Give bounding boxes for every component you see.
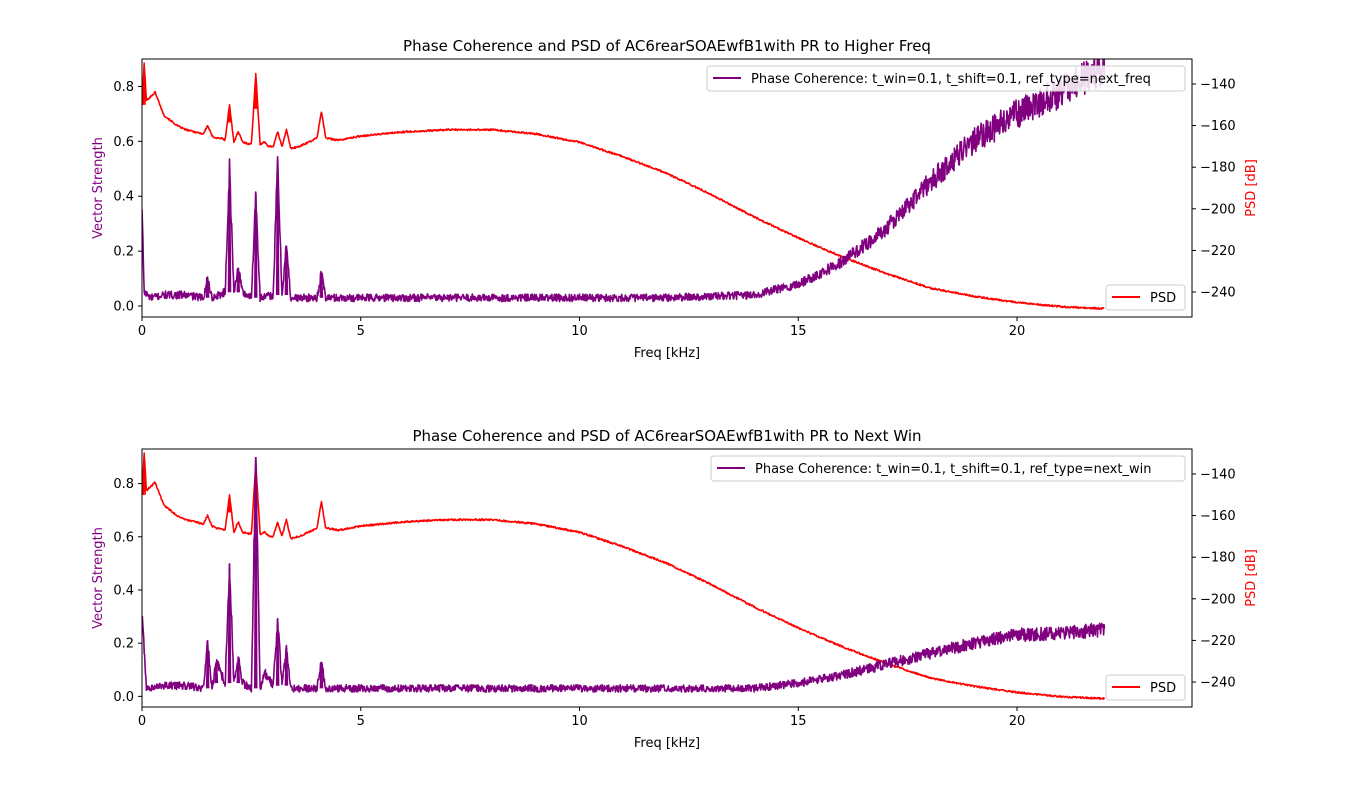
x-tick-label: 15 bbox=[790, 714, 807, 729]
right-tick-label: −220 bbox=[1200, 244, 1236, 259]
coherence-line bbox=[142, 59, 1106, 303]
right-tick-label: −160 bbox=[1200, 119, 1236, 134]
left-axis-label: Vector Strength bbox=[91, 527, 106, 629]
left-tick-label: 0.6 bbox=[113, 135, 134, 150]
subplot-next-win: Phase Coherence and PSD of AC6rearSOAEwf… bbox=[91, 427, 1259, 751]
legend-label-coherence: Phase Coherence: t_win=0.1, t_shift=0.1,… bbox=[755, 462, 1151, 477]
x-tick-label: 0 bbox=[138, 714, 146, 729]
left-tick-label: 0.0 bbox=[113, 300, 134, 315]
right-tick-label: −140 bbox=[1200, 77, 1236, 92]
coherence-line bbox=[142, 458, 1106, 693]
x-tick-label: 20 bbox=[1009, 324, 1026, 339]
left-tick-label: 0.6 bbox=[113, 530, 134, 545]
left-axis-ticks: 0.0 0.2 0.4 0.6 0.8 bbox=[113, 80, 142, 315]
left-tick-label: 0.4 bbox=[113, 190, 134, 205]
left-axis-ticks: 0.0 0.2 0.4 0.6 0.8 bbox=[113, 477, 142, 705]
plot-title: Phase Coherence and PSD of AC6rearSOAEwf… bbox=[403, 37, 931, 55]
left-axis-label: Vector Strength bbox=[91, 137, 106, 239]
x-tick-label: 20 bbox=[1009, 714, 1026, 729]
coherence-series bbox=[142, 59, 1106, 303]
left-tick-label: 0.0 bbox=[113, 690, 134, 705]
x-tick-label: 5 bbox=[357, 714, 365, 729]
legend-label-psd: PSD bbox=[1150, 681, 1176, 696]
left-tick-label: 0.8 bbox=[113, 477, 134, 492]
right-tick-label: −220 bbox=[1200, 634, 1236, 649]
x-tick-label: 10 bbox=[571, 714, 588, 729]
legend-box bbox=[706, 65, 1186, 92]
x-tick-label: 0 bbox=[138, 324, 146, 339]
coherence-peaks bbox=[205, 160, 324, 298]
x-axis-ticks: 0 5 10 15 20 bbox=[138, 707, 1025, 729]
plot-frame bbox=[141, 448, 1193, 708]
x-axis-label: Freq [kHz] bbox=[634, 346, 700, 361]
psd-series bbox=[142, 62, 1105, 310]
right-axis-label: PSD [dB] bbox=[1244, 549, 1259, 607]
coherence-series bbox=[142, 456, 1106, 693]
legend-box bbox=[710, 455, 1186, 482]
plot-title: Phase Coherence and PSD of AC6rearSOAEwf… bbox=[412, 427, 921, 445]
right-axis-ticks: −140 −160 −180 −200 −220 −240 bbox=[1192, 467, 1236, 691]
psd-legend: PSD bbox=[1105, 284, 1186, 311]
x-tick-label: 15 bbox=[790, 324, 807, 339]
coherence-legend: Phase Coherence: t_win=0.1, t_shift=0.1,… bbox=[706, 65, 1186, 92]
x-tick-label: 10 bbox=[571, 324, 588, 339]
right-tick-label: −180 bbox=[1200, 551, 1236, 566]
right-tick-label: −240 bbox=[1200, 676, 1236, 691]
right-axis-label: PSD [dB] bbox=[1244, 159, 1259, 217]
x-axis-ticks: 0 5 10 15 20 bbox=[138, 317, 1025, 339]
legend-box bbox=[1105, 674, 1186, 701]
right-tick-label: −160 bbox=[1200, 509, 1236, 524]
psd-series bbox=[142, 452, 1106, 700]
left-tick-label: 0.2 bbox=[113, 637, 134, 652]
psd-line bbox=[142, 62, 1105, 310]
right-tick-label: −240 bbox=[1200, 286, 1236, 301]
psd-line bbox=[142, 452, 1106, 700]
left-tick-label: 0.4 bbox=[113, 583, 134, 598]
right-tick-label: −200 bbox=[1200, 202, 1236, 217]
legend-box bbox=[1105, 284, 1186, 311]
subplot-higher-freq: Phase Coherence and PSD of AC6rearSOAEwf… bbox=[91, 37, 1259, 361]
left-tick-label: 0.8 bbox=[113, 80, 134, 95]
x-axis-label: Freq [kHz] bbox=[634, 736, 700, 751]
x-tick-label: 5 bbox=[357, 324, 365, 339]
legend-label-coherence: Phase Coherence: t_win=0.1, t_shift=0.1,… bbox=[751, 72, 1151, 87]
psd-legend: PSD bbox=[1105, 674, 1186, 701]
plot-frame bbox=[141, 58, 1193, 318]
coherence-peaks bbox=[205, 456, 324, 689]
right-axis-ticks: −140 −160 −180 −200 −220 −240 bbox=[1192, 77, 1236, 301]
coherence-legend: Phase Coherence: t_win=0.1, t_shift=0.1,… bbox=[710, 455, 1186, 482]
right-tick-label: −140 bbox=[1200, 467, 1236, 482]
right-tick-label: −200 bbox=[1200, 592, 1236, 607]
legend-label-psd: PSD bbox=[1150, 291, 1176, 306]
left-tick-label: 0.2 bbox=[113, 245, 134, 260]
right-tick-label: −180 bbox=[1200, 161, 1236, 176]
